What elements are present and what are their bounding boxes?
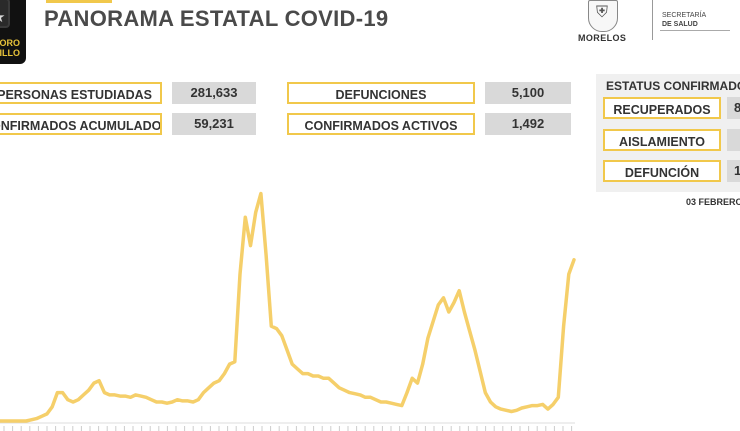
x-axis-ticks bbox=[3, 426, 573, 431]
star-icon: ★ bbox=[0, 10, 5, 25]
logo-text-line2: ILLO bbox=[0, 48, 20, 58]
aislamiento-label: AISLAMIENTO bbox=[603, 129, 721, 151]
personas-estudiadas-label: PERSONAS ESTUDIADAS bbox=[0, 82, 162, 104]
crest-emblem-icon: ⛨ bbox=[596, 4, 609, 21]
confirmados-acumulados-value: 59,231 bbox=[172, 113, 256, 135]
logo: ★ FORO ILLO bbox=[0, 0, 26, 64]
logo-badge-icon: ★ bbox=[0, 0, 10, 28]
logo-text-line1: FORO bbox=[0, 38, 20, 48]
defunciones-label: DEFUNCIONES bbox=[287, 82, 475, 104]
confirmados-activos-label: CONFIRMADOS ACTIVOS bbox=[287, 113, 475, 135]
report-date: 03 FEBRERO bbox=[686, 197, 740, 207]
personas-estudiadas-value: 281,633 bbox=[172, 82, 256, 104]
recuperados-label: RECUPERADOS bbox=[603, 97, 721, 119]
secretaria-underline bbox=[660, 30, 730, 31]
cases-series-line bbox=[0, 191, 576, 423]
defuncion-label: DEFUNCIÓN bbox=[603, 160, 721, 182]
cases-line-chart bbox=[0, 191, 576, 431]
state-crest-icon: ⛨ bbox=[588, 0, 618, 32]
morelos-label: MORELOS bbox=[578, 33, 627, 43]
secretaria-line1: SECRETARÍA bbox=[662, 12, 707, 19]
secretaria-logo: SECRETARÍA DE SALUD bbox=[662, 11, 706, 29]
recuperados-value: 8 bbox=[727, 97, 740, 119]
aislamiento-value bbox=[727, 129, 740, 151]
status-title: ESTATUS CONFIRMADOS bbox=[606, 79, 740, 93]
defuncion-value: 1 bbox=[727, 160, 740, 182]
page-title: PANORAMA ESTATAL COVID-19 bbox=[44, 6, 389, 31]
confirmados-acumulados-label: CONFIRMADOS ACUMULADOS bbox=[0, 113, 162, 135]
header-divider bbox=[652, 0, 653, 40]
secretaria-line2: DE SALUD bbox=[662, 21, 698, 28]
top-accent-strip bbox=[46, 0, 112, 3]
defunciones-value: 5,100 bbox=[485, 82, 571, 104]
confirmados-activos-value: 1,492 bbox=[485, 113, 571, 135]
